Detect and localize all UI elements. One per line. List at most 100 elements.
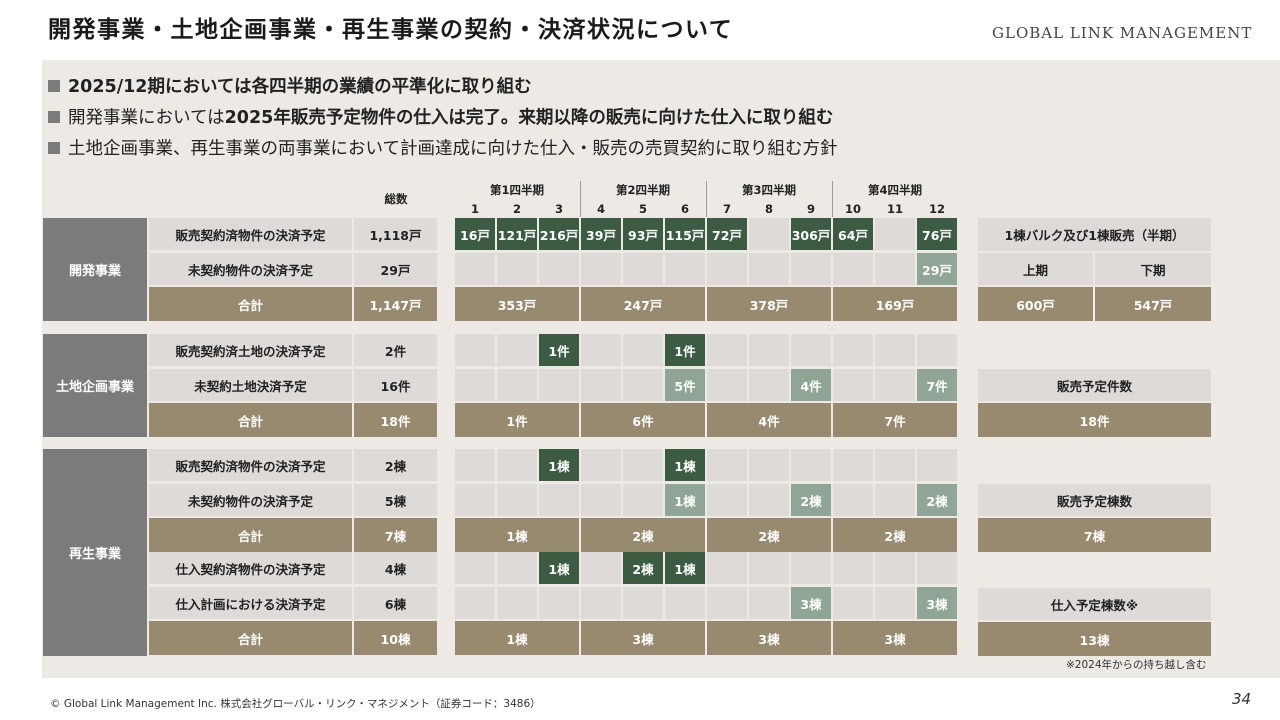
month-empty-cell — [875, 449, 915, 481]
quarter-divider — [706, 181, 707, 217]
row-label: 販売契約済物件の決済予定 — [149, 218, 352, 250]
month-value-cell: 7件 — [917, 369, 957, 401]
page-number: 34 — [1232, 690, 1252, 708]
month-value-cell: 1件 — [539, 334, 579, 366]
row-total-value: 16件 — [354, 369, 437, 401]
month-empty-cell — [749, 218, 789, 250]
total-column-header: 総数 — [384, 192, 408, 206]
month-value-cell: 2棟 — [623, 552, 663, 584]
copyright-footer: © Global Link Management Inc. 株式会社グローバル・… — [50, 698, 541, 710]
month-value-cell: 1棟 — [539, 552, 579, 584]
month-empty-cell — [917, 449, 957, 481]
segment-label-land: 土地企画事業 — [43, 334, 147, 437]
month-value-cell: 72戸 — [707, 218, 747, 250]
quarter-header: 第4四半期 — [867, 183, 922, 197]
second-half-label: 下期 — [1095, 253, 1211, 285]
purchase-count-value: 13棟 — [978, 622, 1211, 656]
month-empty-cell — [707, 369, 747, 401]
quarter-total-cell: 1棟 — [455, 621, 579, 655]
quarter-header: 第1四半期 — [489, 183, 544, 197]
quarter-total-cell: 3棟 — [581, 621, 705, 655]
bullet-list: 2025/12期においては各四半期の業績の平準化に取り組む 開発事業においては 2… — [48, 70, 837, 163]
square-bullet-icon — [48, 110, 60, 123]
month-empty-cell — [791, 449, 831, 481]
quarter-total-cell: 1棟 — [455, 518, 579, 552]
month-value-cell: 121戸 — [497, 218, 537, 250]
month-value-cell: 1棟 — [665, 449, 705, 481]
row-total-value: 1,118戸 — [354, 218, 437, 250]
month-value-cell: 93戸 — [623, 218, 663, 250]
quarter-total-cell: 169戸 — [833, 287, 957, 321]
month-empty-cell — [581, 369, 621, 401]
month-value-cell: 115戸 — [665, 218, 705, 250]
row-total-value: 5棟 — [354, 484, 437, 516]
quarter-total-cell: 247戸 — [581, 287, 705, 321]
month-empty-cell — [791, 552, 831, 584]
month-empty-cell — [497, 552, 537, 584]
month-empty-cell — [791, 253, 831, 285]
month-empty-cell — [455, 334, 495, 366]
month-value-cell: 1棟 — [665, 484, 705, 516]
row-label: 仕入契約済物件の決済予定 — [149, 552, 352, 584]
row-label: 未契約物件の決済予定 — [149, 253, 352, 285]
month-empty-cell — [539, 484, 579, 516]
month-empty-cell — [707, 334, 747, 366]
month-empty-cell — [539, 369, 579, 401]
quarter-total-cell: 2棟 — [707, 518, 831, 552]
month-empty-cell — [875, 253, 915, 285]
month-value-cell: 5件 — [665, 369, 705, 401]
row-total-value: 2件 — [354, 334, 437, 366]
month-empty-cell — [581, 552, 621, 584]
month-header: 5 — [638, 202, 647, 216]
square-bullet-icon — [48, 79, 60, 92]
quarter-total-cell: 3棟 — [707, 621, 831, 655]
purchase-count-title: 仕入予定棟数※ — [978, 588, 1211, 620]
quarter-total-cell: 353戸 — [455, 287, 579, 321]
month-value-cell: 3棟 — [791, 587, 831, 619]
month-empty-cell — [623, 449, 663, 481]
month-header: 12 — [928, 202, 945, 216]
bullet-text: 土地企画事業、再生事業の両事業において計画達成に向けた仕入・販売の売買契約に取り… — [68, 139, 838, 159]
quarter-header: 第2四半期 — [615, 183, 670, 197]
quarter-total-cell: 1件 — [455, 403, 579, 437]
bullet-item: 土地企画事業、再生事業の両事業において計画達成に向けた仕入・販売の売買契約に取り… — [48, 132, 837, 163]
square-bullet-icon — [48, 141, 60, 154]
quarter-total-cell: 7件 — [833, 403, 957, 437]
month-empty-cell — [497, 253, 537, 285]
quarter-divider — [832, 181, 833, 217]
month-header: 2 — [512, 202, 521, 216]
footnote: ※2024年からの持ち越し含む — [1066, 659, 1207, 671]
month-header: 6 — [680, 202, 689, 216]
segment-label-regen: 再生事業 — [43, 449, 147, 656]
month-empty-cell — [455, 369, 495, 401]
month-value-cell: 16戸 — [455, 218, 495, 250]
quarter-total-cell: 2棟 — [581, 518, 705, 552]
row-label: 販売契約済物件の決済予定 — [149, 449, 352, 481]
month-empty-cell — [833, 552, 873, 584]
month-empty-cell — [875, 484, 915, 516]
quarter-total-cell: 3棟 — [833, 621, 957, 655]
row-label: 販売契約済土地の決済予定 — [149, 334, 352, 366]
month-empty-cell — [875, 369, 915, 401]
month-header: 4 — [596, 202, 605, 216]
month-empty-cell — [581, 253, 621, 285]
grand-total-value: 10棟 — [354, 621, 437, 655]
month-empty-cell — [707, 449, 747, 481]
month-empty-cell — [665, 253, 705, 285]
regen-sales-count-value: 7棟 — [978, 518, 1211, 552]
company-name: GLOBAL LINK MANAGEMENT — [992, 24, 1253, 42]
month-empty-cell — [875, 552, 915, 584]
month-empty-cell — [581, 449, 621, 481]
first-half-value: 600戸 — [978, 287, 1093, 321]
quarter-total-cell: 6件 — [581, 403, 705, 437]
month-value-cell: 2棟 — [791, 484, 831, 516]
quarter-total-cell: 4件 — [707, 403, 831, 437]
month-empty-cell — [455, 253, 495, 285]
month-empty-cell — [623, 369, 663, 401]
month-empty-cell — [539, 253, 579, 285]
land-sales-count-title: 販売予定件数 — [978, 369, 1211, 401]
month-header: 11 — [886, 202, 903, 216]
row-label: 未契約土地決済予定 — [149, 369, 352, 401]
month-empty-cell — [791, 334, 831, 366]
month-value-cell: 64戸 — [833, 218, 873, 250]
